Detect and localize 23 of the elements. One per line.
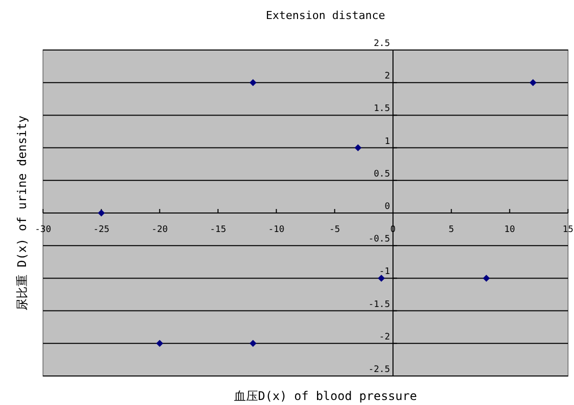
x-tick-label: -30 <box>34 225 52 235</box>
y-tick-label: 2 <box>384 72 390 82</box>
y-tick-label: 0 <box>384 202 390 212</box>
y-tick-label: -1 <box>379 267 390 278</box>
y-tick-label: 1 <box>384 136 390 147</box>
x-tick-label: -15 <box>210 225 226 235</box>
y-tick-label: 0.5 <box>374 169 390 180</box>
y-tick-label: -0.5 <box>368 234 390 245</box>
x-tick-label: -20 <box>152 225 168 235</box>
x-tick-label: 10 <box>504 225 516 235</box>
x-tick-label: -10 <box>268 225 284 235</box>
y-tick-label: 2.5 <box>374 39 390 49</box>
x-tick-label: 15 <box>562 225 574 235</box>
x-tick-label: 5 <box>448 225 454 235</box>
x-axis-title: 血压D(x) of blood pressure <box>234 389 417 403</box>
y-axis-title: 尿比重 D(x) of urine density <box>15 116 29 310</box>
y-tick-label: -1.5 <box>368 300 390 310</box>
y-tick-label: 1.5 <box>374 104 390 114</box>
y-tick-label: -2.5 <box>368 365 390 375</box>
x-tick-label: -25 <box>93 225 110 235</box>
x-tick-label: -5 <box>329 225 340 235</box>
chart-title: Extension distance <box>266 9 386 22</box>
y-tick-label: -2 <box>379 332 390 342</box>
